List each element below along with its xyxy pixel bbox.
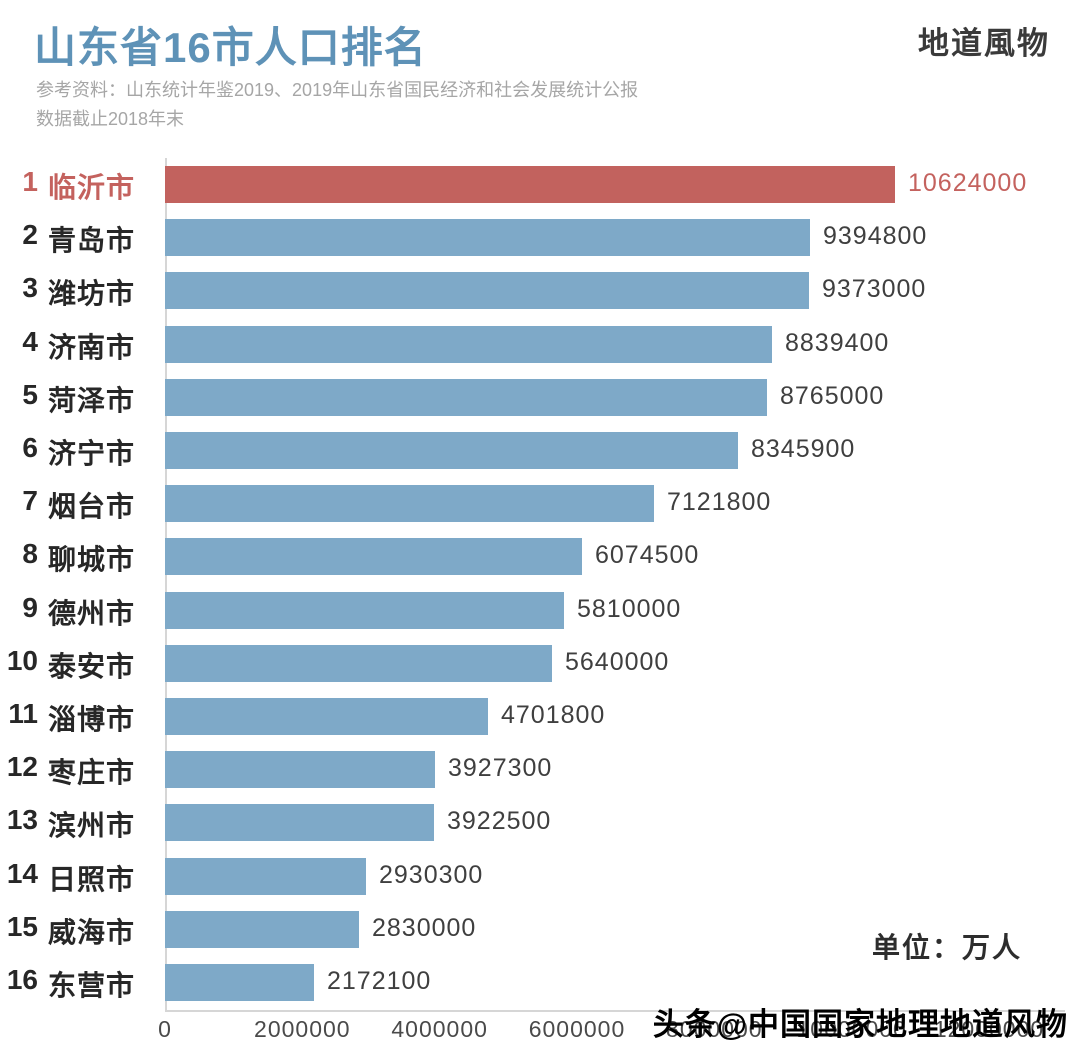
bar-row: 2 青岛市 9394800 bbox=[0, 211, 1080, 264]
bar bbox=[165, 751, 435, 789]
rank-label: 1 bbox=[22, 166, 38, 197]
bar bbox=[165, 219, 810, 257]
bar bbox=[165, 538, 582, 576]
city-label: 枣庄市 bbox=[48, 757, 136, 789]
bar-row: 12 枣庄市 3927300 bbox=[0, 743, 1080, 796]
bar bbox=[165, 857, 366, 895]
rank-label: 5 bbox=[22, 378, 38, 410]
bar bbox=[165, 804, 434, 842]
page-title: 山东省16市人口排名 bbox=[34, 24, 427, 71]
bar bbox=[165, 166, 895, 204]
x-axis-tick-label: 0 bbox=[158, 1016, 172, 1042]
bar-value-label: 10624000 bbox=[908, 169, 1028, 197]
source-line-2: 数据截止2018年末 bbox=[36, 108, 185, 129]
bar bbox=[165, 591, 564, 629]
bar-value-label: 2830000 bbox=[372, 913, 477, 942]
bar bbox=[165, 325, 772, 363]
x-axis-tick-label: 4000000 bbox=[391, 1016, 488, 1042]
y-axis-line bbox=[165, 158, 167, 1010]
bar-value-label: 3927300 bbox=[448, 754, 553, 783]
rank-label: 3 bbox=[22, 272, 38, 304]
x-axis-tick-label: 2000000 bbox=[254, 1016, 351, 1042]
rank-label: 7 bbox=[22, 485, 38, 517]
bar-value-label: 4701800 bbox=[501, 701, 606, 729]
city-label: 菏泽市 bbox=[48, 384, 136, 416]
city-label: 临沂市 bbox=[48, 172, 136, 203]
rank-label: 14 bbox=[6, 857, 38, 889]
city-label: 东营市 bbox=[48, 970, 136, 1001]
watermark: 头条@中国国家地理地道风物 bbox=[652, 1007, 1068, 1042]
city-label: 日照市 bbox=[48, 863, 136, 895]
bar-row: 3 潍坊市 9373000 bbox=[0, 264, 1080, 317]
x-axis-tick-label: 12000000 bbox=[933, 1016, 1045, 1042]
bar-value-label: 8345900 bbox=[751, 435, 856, 463]
chart-source-note: 参考资料：山东统计年鉴2019、2019年山东省国民经济和社会发展统计公报 数据… bbox=[36, 76, 638, 134]
city-label: 泰安市 bbox=[48, 650, 136, 682]
bar bbox=[165, 644, 552, 682]
bar bbox=[165, 378, 767, 416]
bar-row: 16 东营市 2172100 bbox=[0, 956, 1080, 1009]
bar-row: 6 济宁市 8345900 bbox=[0, 424, 1080, 477]
rank-label: 15 bbox=[6, 910, 38, 942]
bar bbox=[165, 432, 738, 470]
bar-value-label: 5640000 bbox=[565, 647, 670, 676]
bar-value-label: 2930300 bbox=[379, 860, 484, 889]
x-axis-tick-label: 10000000 bbox=[796, 1016, 907, 1042]
bar-value-label: 9394800 bbox=[823, 222, 928, 251]
bar-row: 13 滨州市 3922500 bbox=[0, 796, 1080, 849]
city-label: 淄博市 bbox=[48, 704, 136, 735]
bar-value-label: 8839400 bbox=[785, 328, 890, 357]
bar-value-label: 2172100 bbox=[327, 967, 432, 995]
bar-row: 10 泰安市 5640000 bbox=[0, 637, 1080, 690]
city-label: 烟台市 bbox=[48, 491, 136, 523]
city-label: 德州市 bbox=[48, 597, 136, 629]
brand-logo: 地道風物 bbox=[918, 26, 1050, 61]
city-label: 济宁市 bbox=[48, 438, 136, 469]
rank-label: 9 bbox=[22, 591, 38, 623]
rank-label: 13 bbox=[6, 804, 38, 836]
bar-row: 5 菏泽市 8765000 bbox=[0, 371, 1080, 424]
bar bbox=[165, 698, 488, 736]
bar-row: 15 威海市 2830000 bbox=[0, 903, 1080, 956]
x-axis-line bbox=[165, 1010, 1065, 1012]
bar-value-label: 7121800 bbox=[667, 488, 772, 517]
city-label: 威海市 bbox=[48, 916, 136, 948]
bar-row: 8 聊城市 6074500 bbox=[0, 530, 1080, 583]
bar-value-label: 9373000 bbox=[822, 275, 927, 304]
rank-label: 6 bbox=[22, 432, 38, 463]
bar-row: 9 德州市 5810000 bbox=[0, 584, 1080, 637]
city-label: 青岛市 bbox=[48, 225, 136, 257]
rank-label: 4 bbox=[22, 325, 38, 357]
source-line-1: 参考资料：山东统计年鉴2019、2019年山东省国民经济和社会发展统计公报 bbox=[36, 80, 639, 100]
city-label: 潍坊市 bbox=[48, 278, 136, 310]
bar-row: 14 日照市 2930300 bbox=[0, 850, 1080, 903]
bar bbox=[165, 272, 809, 310]
bar bbox=[165, 485, 654, 523]
rank-label: 10 bbox=[6, 644, 38, 676]
unit-label: 单位：万人 bbox=[871, 932, 1022, 963]
bar-row: 4 济南市 8839400 bbox=[0, 318, 1080, 371]
x-axis-tick-label: 6000000 bbox=[528, 1016, 626, 1042]
rank-label: 11 bbox=[8, 698, 38, 729]
x-axis-tick-label: 8000000 bbox=[666, 1016, 763, 1042]
bar bbox=[165, 910, 359, 948]
bar-value-label: 3922500 bbox=[447, 807, 552, 836]
city-label: 聊城市 bbox=[48, 544, 136, 576]
rank-label: 2 bbox=[22, 219, 38, 251]
bar-value-label: 8765000 bbox=[780, 381, 885, 410]
bar-value-label: 6074500 bbox=[595, 541, 700, 570]
rank-label: 16 bbox=[6, 964, 38, 995]
bar-row: 7 烟台市 7121800 bbox=[0, 477, 1080, 530]
city-label: 济南市 bbox=[48, 331, 136, 363]
rank-label: 8 bbox=[22, 538, 38, 570]
city-label: 滨州市 bbox=[48, 810, 136, 842]
bar-row: 1 临沂市 10624000 bbox=[0, 158, 1080, 211]
rank-label: 12 bbox=[6, 751, 38, 783]
bar-row: 11 淄博市 4701800 bbox=[0, 690, 1080, 743]
bar bbox=[165, 964, 314, 1002]
bar-value-label: 5810000 bbox=[577, 594, 682, 623]
